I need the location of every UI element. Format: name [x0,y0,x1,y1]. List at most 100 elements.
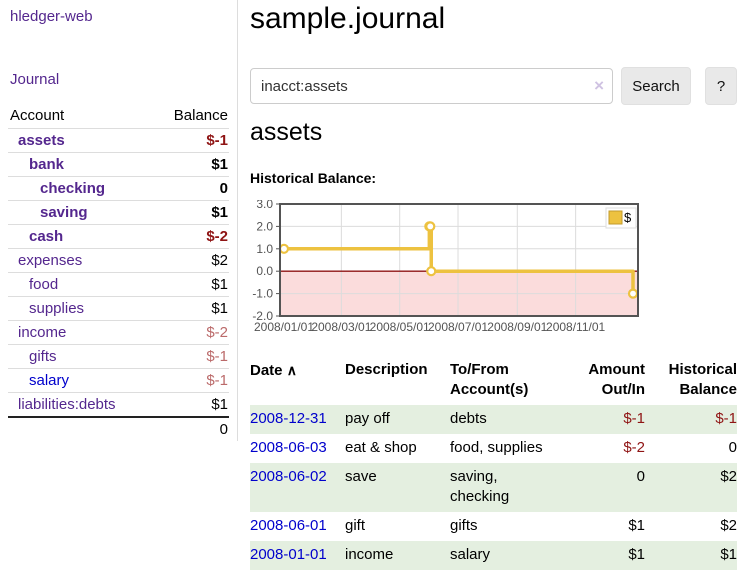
transaction-date-link[interactable]: 2008-01-01 [250,546,327,563]
sidebar-account-expenses[interactable]: expenses [18,252,83,269]
accounts-table: Account Balance assets $-1 bank $1 check… [8,104,229,441]
transaction-date-link[interactable]: 2008-06-02 [250,468,327,485]
search-box: × [250,68,613,104]
account-balance: $-1 [152,368,229,393]
search-button[interactable]: Search [621,67,691,105]
balance-column-header: Historical Balance [668,361,737,398]
sidebar-account-food[interactable]: food [29,276,59,293]
search-form: × Search ? [250,67,742,107]
sidebar-item-journal[interactable]: Journal [10,71,60,88]
account-row: checking 0 [8,176,229,201]
historical-balance-chart[interactable]: 3.0 2.0 1.0 0.0 -1.0 -2.0 2008/01/01 2008/03/01… [250,197,670,342]
account-row: saving $1 [8,200,229,225]
transaction-description: income [345,541,450,570]
accounts-total-balance: 0 [152,416,229,441]
account-row: food $1 [8,272,229,297]
transaction-amount: $-2 [623,439,645,456]
transaction-accounts: saving, checking [450,463,575,512]
account-balance: $2 [152,248,229,273]
sidebar-divider [237,0,238,441]
svg-text:3.0: 3.0 [256,200,273,211]
main-content: sample.journal × Search ? assets Histori… [250,0,742,582]
account-row: liabilities:debts $1 [8,392,229,417]
svg-text:-1.0: -1.0 [252,287,273,301]
sidebar-account-gifts[interactable]: gifts [29,348,57,365]
account-balance: $1 [152,392,229,417]
account-row: expenses $2 [8,248,229,273]
account-column-header: To/From Account(s) [450,361,529,398]
date-header-label: Date [250,362,283,379]
sidebar-account-supplies[interactable]: supplies [29,300,85,317]
account-balance: $1 [152,152,229,177]
date-column-header[interactable]: Date ∧ [250,356,345,405]
account-balance: $1 [152,296,229,321]
help-button[interactable]: ? [705,67,737,105]
transaction-balance: 0 [728,439,737,456]
register-row: 2008-01-01 income salary $1 $1 [250,541,737,570]
transaction-description: gift [345,517,366,534]
sidebar-account-assets[interactable]: assets [18,132,65,149]
clear-search-icon[interactable]: × [594,76,604,95]
transaction-accounts: gifts [450,517,478,534]
chart-canvas[interactable]: 3.0 2.0 1.0 0.0 -1.0 -2.02008/01/012008/03/01… [250,197,670,342]
register-header-row: Date ∧ Description To/From Account(s) Am… [250,356,737,405]
transaction-date-link[interactable]: 2008-06-03 [250,439,327,456]
register-row: 2008-06-02 save saving, checking 0 $2 [250,463,737,512]
svg-text:2008/01/01: 2008/01/01 [254,320,314,334]
sort-asc-icon: ∧ [286,362,297,378]
register-row: 2008-12-31 pay off debts $-1 $-1 [250,405,737,434]
app-title-link[interactable]: hledger-web [10,8,93,25]
page-title: sample.journal [250,2,446,35]
svg-text:2.0: 2.0 [256,219,273,233]
account-row: income $-2 [8,320,229,345]
accounts-table-header: Account Balance [8,104,229,129]
sidebar-account-liabilities-debts[interactable]: liabilities:debts [18,396,116,413]
balance-column-header: Balance [173,107,228,124]
search-input[interactable] [250,68,613,104]
transaction-amount: 0 [575,463,645,512]
account-column-header: Account [10,107,65,124]
sidebar-account-bank[interactable]: bank [29,156,65,173]
register-row: 2008-06-01 gift gifts $1 $2 [250,512,737,541]
account-balance: $1 [152,272,229,297]
transaction-balance: $2 [645,463,737,512]
account-row: bank $1 [8,152,229,177]
transaction-balance: $-1 [645,405,737,434]
svg-text:$: $ [624,210,632,225]
transaction-description: pay off [345,405,450,434]
transaction-amount: $1 [628,517,645,534]
transaction-accounts: salary [450,541,575,570]
account-row: cash $-2 [8,224,229,249]
account-balance: $1 [152,200,229,225]
sidebar-account-salary[interactable]: salary [29,372,70,389]
transaction-balance: $2 [720,517,737,534]
transaction-amount: $1 [575,541,645,570]
sidebar-account-cash[interactable]: cash [29,228,64,245]
svg-text:2008/09/01: 2008/09/01 [487,320,547,334]
account-balance: 0 [152,176,229,201]
account-row: supplies $1 [8,296,229,321]
svg-text:2008/11/01: 2008/11/01 [546,320,605,334]
transaction-description: eat & shop [345,439,417,456]
account-row: gifts $-1 [8,344,229,369]
svg-text:0.0: 0.0 [256,264,273,278]
account-row: assets $-1 [8,128,229,153]
transaction-amount: $-1 [575,405,645,434]
sidebar-account-saving[interactable]: saving [40,204,88,221]
sidebar-account-checking[interactable]: checking [40,180,106,197]
svg-text:2008/07/01: 2008/07/01 [428,320,488,334]
transaction-accounts: food, supplies [450,439,543,456]
register-row: 2008-06-03 eat & shop food, supplies $-2… [250,434,737,463]
svg-text:1.0: 1.0 [256,242,273,256]
transaction-description: save [345,463,450,512]
transaction-date-link[interactable]: 2008-06-01 [250,517,327,534]
account-balance: $-2 [152,320,229,345]
sidebar-account-income[interactable]: income [18,324,67,341]
register-table: Date ∧ Description To/From Account(s) Am… [250,356,737,570]
svg-text:-2.0: -2.0 [252,309,273,323]
account-row: salary $-1 [8,368,229,393]
chart-heading: Historical Balance: [250,170,377,186]
transaction-date-link[interactable]: 2008-12-31 [250,410,327,427]
transaction-accounts: debts [450,405,575,434]
